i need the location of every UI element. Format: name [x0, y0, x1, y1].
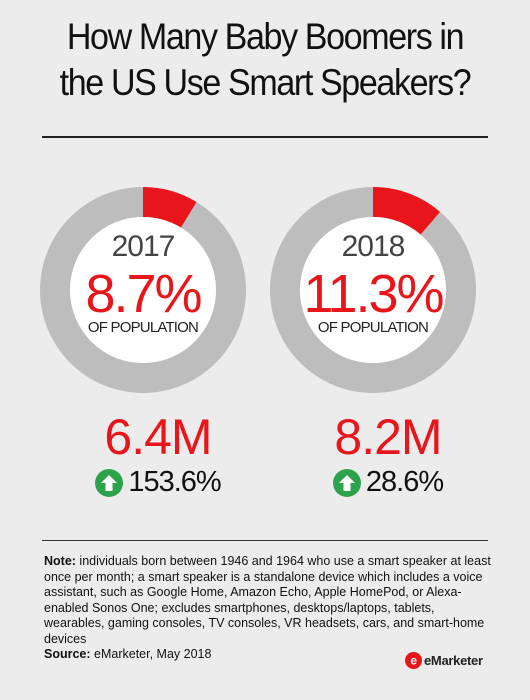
title-line-1: How Many Baby Boomers in [66, 16, 465, 57]
up-arrow-icon [332, 468, 361, 497]
notes-divider [42, 540, 488, 541]
users-2018: 8.2M [334, 409, 442, 465]
footnote: Note: individuals born between 1946 and … [44, 554, 494, 663]
svg-text:e: e [410, 654, 417, 668]
emarketer-logo-icon: e [405, 652, 422, 669]
source-text: eMarketer, May 2018 [90, 647, 212, 661]
donut-2017-users-slice [143, 187, 197, 228]
donut-2018-caption: OF POPULATION [318, 319, 428, 336]
source-label: Source: [44, 647, 91, 661]
note-label: Note: [44, 554, 76, 568]
title-line-2: the US Use Smart Speakers? [59, 62, 472, 103]
page-title: How Many Baby Boomers in the US Use Smar… [21, 14, 509, 106]
up-arrow-icon [95, 468, 124, 497]
note-text: individuals born between 1946 and 1964 w… [44, 554, 491, 646]
donut-2018-year-label: 2018 [342, 230, 405, 263]
donut-2017-year-label: 2017 [112, 230, 175, 263]
donut-2017-hole [70, 217, 216, 363]
donut-2018-users-slice [373, 187, 441, 235]
title-divider [42, 136, 488, 138]
growth-2017-value: 153.6% [128, 466, 221, 498]
donut-2018-percent-label: 11.3% [303, 264, 443, 324]
donut-2018-hole [300, 217, 446, 363]
growth-2018: 28.6% [278, 466, 498, 499]
growth-2017: 153.6% [48, 466, 268, 499]
users-2017: 6.4M [104, 409, 212, 465]
emarketer-logo-text: eMarketer [424, 653, 483, 668]
donut-2017-percent-label: 8.7% [85, 264, 201, 324]
emarketer-logo: e eMarketer [405, 652, 483, 669]
growth-2018-value: 28.6% [365, 466, 444, 498]
donut-2017-caption: OF POPULATION [88, 319, 198, 336]
